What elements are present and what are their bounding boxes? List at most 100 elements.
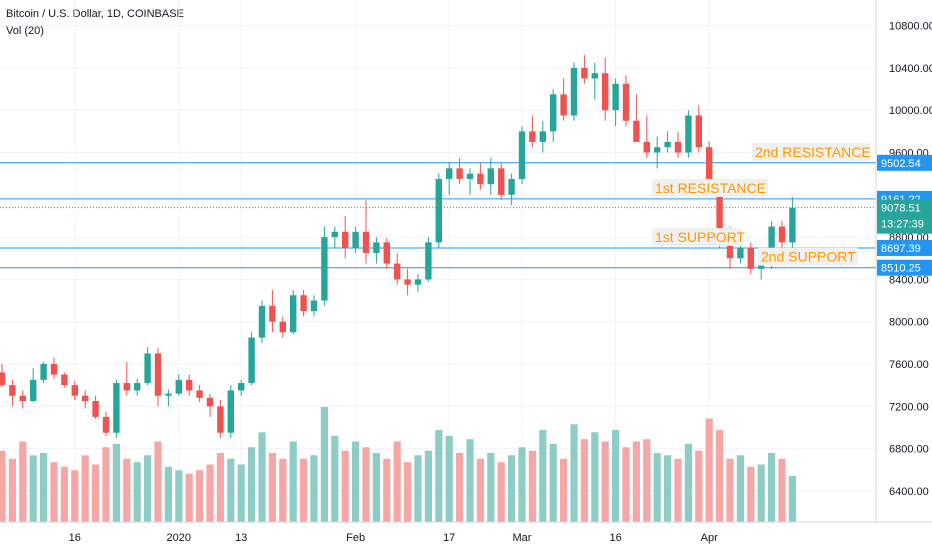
candle [154,353,162,396]
volume-bar [664,455,672,522]
price-tick-label: 6400.00 [889,486,929,498]
candle [581,67,588,79]
candle [529,131,536,142]
volume-bar [518,447,526,522]
volume-bar [757,464,765,522]
volume-bar [289,441,297,522]
candle [321,237,328,301]
candle [92,401,99,417]
candle [466,173,474,179]
candle [726,242,734,259]
candle [664,141,671,148]
candle [570,67,578,116]
candle [498,168,505,195]
time-tick-label: Feb [346,532,365,544]
volume-bar [747,466,755,522]
annotation-label: 1st RESISTANCE [655,180,766,196]
volume-bar [300,458,308,522]
volume-bar [768,453,776,522]
volume-bar [0,450,6,522]
volume-indicator-label: Vol (20) [6,25,44,37]
candle [778,226,786,243]
volume-bar [695,450,703,522]
candle [404,279,411,285]
volume-bar [622,447,630,522]
volume-bar [726,458,734,522]
candle [134,383,141,391]
volume-bar [154,441,162,522]
volume-bar [778,458,786,522]
volume-bar [404,462,412,522]
volume-bar [560,458,568,522]
volume-bar [736,455,744,522]
annotation-background [652,178,768,197]
candle [269,305,276,322]
candle [71,385,78,396]
volume-bar [435,430,443,522]
time-tick-label: 16 [609,532,621,544]
volume-bar [112,443,120,522]
volume-bar [456,453,464,522]
candle [560,94,567,116]
candle [716,189,723,243]
volume-bar [19,441,27,522]
candle [61,374,68,386]
candle [258,305,266,338]
volume-bar [216,453,224,522]
candle [196,390,203,398]
candle [435,178,442,243]
bar-countdown: 13:27:39 [881,219,924,231]
volume-bar [445,435,453,522]
candle [789,207,796,243]
candle [550,94,557,132]
candle [30,379,37,402]
volume-bar [102,447,110,522]
candle [654,147,661,153]
volume-bar [424,450,432,522]
candle [539,131,546,142]
candle [446,168,453,179]
time-tick-label: 17 [443,532,455,544]
volume-bar [71,470,79,522]
candle [747,247,754,269]
volume-bar [487,453,495,522]
volume-bar [591,432,599,522]
candle [342,231,349,248]
candle [602,73,609,111]
candle [40,364,47,380]
candle [591,73,598,79]
candle [633,120,640,142]
annotation-label: 2nd RESISTANCE [755,144,871,160]
candle [217,406,224,433]
candle [414,279,422,285]
volume-bar [227,458,235,522]
time-tick-label: Mar [513,532,532,544]
candle [352,231,359,248]
candle [758,263,765,269]
candle [487,168,494,185]
volume-bar [50,462,58,522]
candle [685,115,692,153]
axis-corner [877,523,932,550]
volume-bar [393,441,401,522]
volume-bar [237,464,245,522]
candle [290,295,297,333]
candle [9,385,16,396]
volume-bar [206,464,214,522]
price-tick-label: 10000.00 [889,105,932,117]
last-price-tag: 9078.51 [881,203,921,215]
candle [50,364,58,375]
candle [165,393,172,396]
volume-bar [528,450,536,522]
volume-bar [60,466,68,522]
symbol-title: Bitcoin / U.S. Dollar, 1D, COINBASE [6,8,184,20]
volume-bar [674,458,682,522]
volume-bar [196,470,204,522]
annotation-label: 2nd SUPPORT [761,249,856,265]
candle [737,247,744,259]
price-tick-label: 8000.00 [889,317,929,329]
last-price-tag-background [877,199,932,234]
volume-bar [133,462,141,522]
